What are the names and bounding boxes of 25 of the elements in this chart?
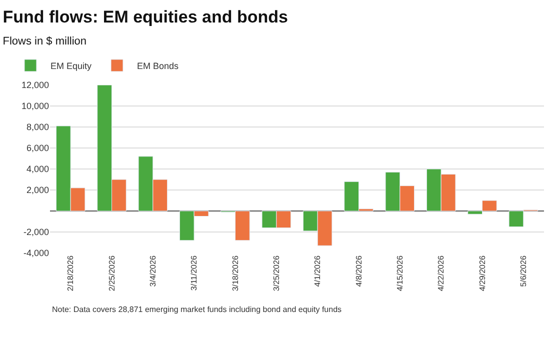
chart-title: Fund flows: EM equities and bonds: [2, 7, 288, 26]
x-tick-label: 3/4/2026: [148, 255, 158, 287]
y-tick-label: 4,000: [26, 164, 49, 174]
x-tick-label: 2/18/2026: [66, 255, 76, 292]
x-tick-label: 3/25/2026: [272, 255, 282, 292]
y-tick-label: -4,000: [23, 248, 49, 258]
x-tick-label: 3/18/2026: [230, 255, 240, 292]
legend-label: EM Bonds: [136, 60, 180, 71]
y-tick-label: 8,000: [26, 122, 49, 132]
x-tick-label: 4/22/2026: [436, 255, 446, 292]
x-tick-label: 4/1/2026: [313, 255, 322, 287]
chart-subtitle: Flows in $ million: [2, 35, 87, 48]
x-tick-label: 3/11/2026: [190, 255, 199, 291]
x-tick-label: 4/15/2026: [396, 255, 405, 292]
y-tick-label: 12,000: [21, 80, 49, 90]
y-tick-label: -2,000: [23, 227, 49, 238]
text: Note: Data covers 28,871 emerging market funds including bond and equity funds: [52, 305, 342, 314]
y-tick-label: 6,000: [26, 143, 49, 154]
y-tick-label: 10,000: [21, 101, 49, 112]
x-tick-label: 5/6/2026: [519, 255, 528, 287]
legend-label: EM Equity: [50, 60, 92, 71]
x-tick-label: 2/25/2026: [107, 255, 116, 292]
y-tick-label: 2,000: [26, 185, 49, 196]
x-tick-label: 4/29/2026: [478, 255, 487, 292]
x-tick-label: 4/8/2026: [354, 255, 364, 287]
